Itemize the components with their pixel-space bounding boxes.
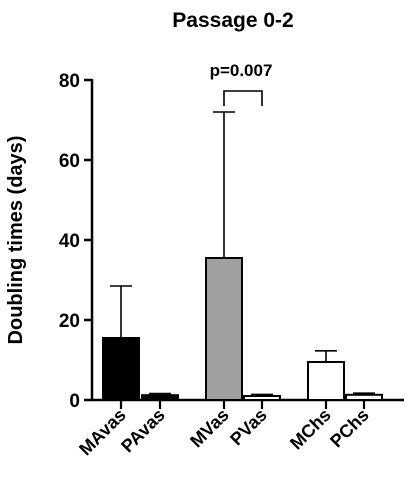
p-value-label: p=0.007	[210, 61, 273, 80]
error-bar-mchs	[315, 349, 337, 362]
error-bar-pavas	[149, 392, 171, 396]
error-bar-mavas	[110, 285, 132, 338]
y-tick-label: 20	[59, 311, 80, 332]
chart-title: Passage 0-2	[172, 9, 293, 32]
bar-pvas	[243, 395, 281, 401]
significance-bracket	[223, 90, 263, 106]
x-tick-label-pvas: PVas	[226, 405, 271, 450]
bars	[102, 257, 383, 402]
x-tick-label-pchs: PChs	[326, 405, 373, 452]
error-bar-pchs	[353, 392, 375, 395]
y-tick-label: 80	[59, 71, 80, 92]
x-tick-label-mvas: MVas	[186, 405, 233, 452]
bar-mchs	[307, 361, 345, 401]
bar-mvas	[205, 257, 243, 401]
y-axis-label: Doubling times (days)	[5, 136, 27, 345]
bar-pavas	[141, 394, 179, 402]
x-tick-label-mchs: MChs	[286, 405, 335, 454]
bar-pchs	[345, 393, 383, 401]
y-tick-label: 40	[59, 231, 80, 252]
error-bar-pvas	[251, 393, 273, 396]
y-axis-ticks: 0 20 40 60 80	[59, 71, 92, 412]
bar-mavas	[102, 337, 140, 401]
y-tick-label: 0	[69, 391, 80, 412]
y-tick-label: 60	[59, 151, 80, 172]
x-tick-label-mavas: MAvas	[75, 405, 130, 460]
x-tick-label-pavas: PAvas	[117, 405, 169, 457]
error-bar-mvas	[213, 111, 235, 258]
error-bars	[110, 111, 375, 396]
significance-annotation: p=0.007	[210, 61, 273, 106]
